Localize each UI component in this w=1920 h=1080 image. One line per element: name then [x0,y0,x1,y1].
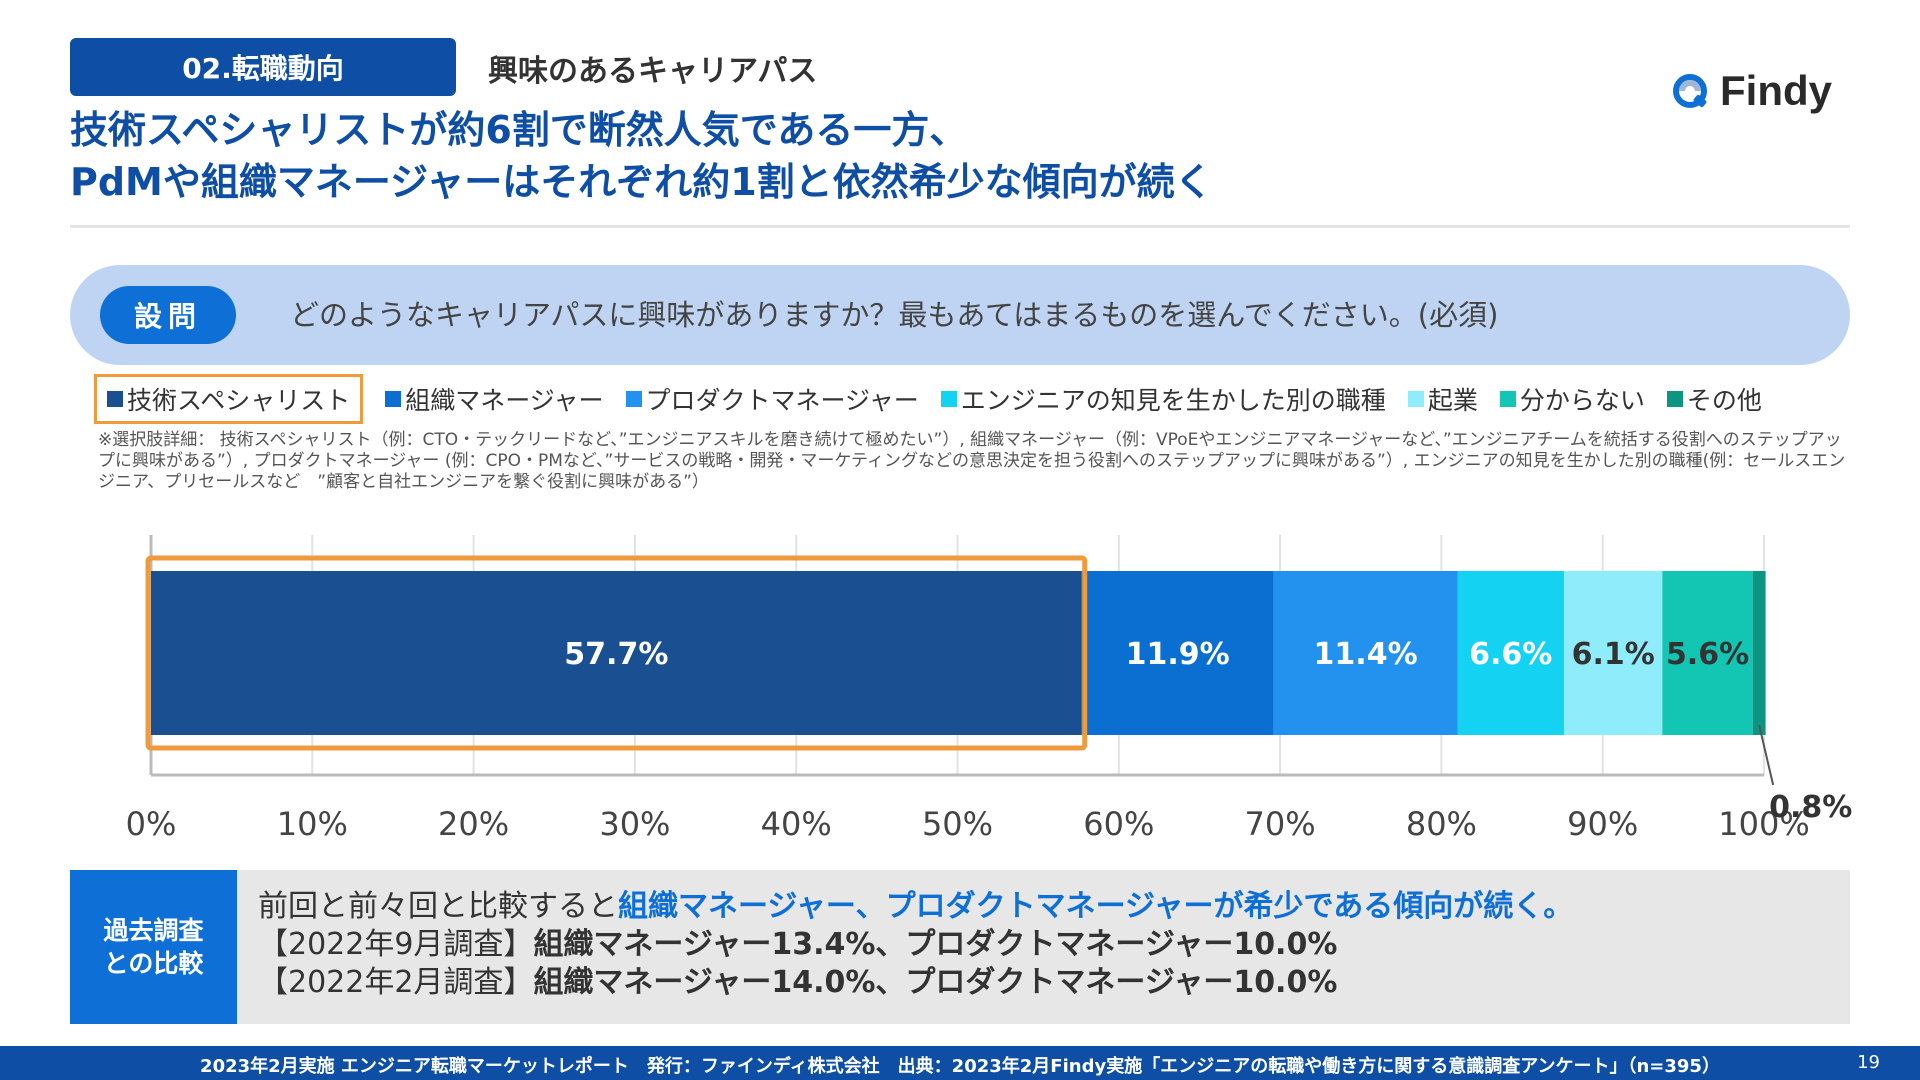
data-label: 11.9% [1126,637,1230,672]
legend-label: 組織マネージャー [405,386,604,415]
summary-line-2: 【2022年9月調査】組織マネージャー13.4%、プロダクトマネージャー10.0… [258,926,1573,964]
x-tick-label: 0% [126,805,177,843]
x-tick-label: 50% [922,805,993,843]
bar-segment [1752,571,1766,735]
legend-label: 分からない [1519,386,1645,415]
data-label: 5.6% [1666,637,1749,672]
legend-swatch [385,391,402,407]
summary-panel [70,870,1850,1024]
bar-segment [1457,571,1564,735]
legend-item: 起業 [1407,381,1478,417]
legend-swatch [625,391,642,407]
bar-segment [1273,571,1458,735]
summary-label-line-2: との比較 [103,949,204,978]
summary-line-2-body: 組織マネージャー13.4%、プロダクトマネージャー10.0% [533,927,1338,962]
divider [70,225,1850,228]
chart-legend: 技術スペシャリスト 組織マネージャー プロダクトマネージャー エンジニアの知見を生かし… [94,374,1784,424]
summary-line-1-highlight: 組織マネージャー、プロダクトマネージャーが希少である傾向が続く。 [618,889,1574,924]
legend-item: その他 [1666,381,1762,417]
leader-line [1758,724,1775,786]
bar-segment [1081,571,1274,735]
x-tick-label: 60% [1083,805,1154,843]
legend-swatch [940,391,957,407]
section-subtitle: 興味のあるキャリアパス [488,54,818,89]
choice-details-note: ※選択肢詳細： 技術スペシャリスト（例：CTO・テックリードなど、”エンジニアス… [98,430,1846,492]
x-tick-label: 100% [1718,805,1809,843]
headline: 技術スペシャリストが約6割で断然人気である一方、 PdMや組織マネージャーはそれ… [70,104,1213,208]
summary-line-1-plain: 前回と前々回と比較すると [258,889,618,924]
summary-line-2-prefix: 【2022年9月調査】 [258,927,534,962]
legend-item: プロダクトマネージャー [625,381,919,417]
x-tick-label: 30% [599,805,670,843]
bar-segment [1563,571,1663,735]
x-tick-label: 40% [761,805,832,843]
legend-label: 技術スペシャリスト [127,386,351,415]
legend-item: エンジニアの知見を生かした別の職種 [940,381,1386,417]
data-label: 57.7% [564,637,668,672]
summary-line-3: 【2022年2月調査】組織マネージャー14.0%、プロダクトマネージャー10.0… [258,964,1573,1002]
legend-label: プロダクトマネージャー [645,386,919,415]
legend-swatch [1666,391,1683,407]
highlight-box [145,555,1088,751]
footer-text: 2023年2月実施 エンジニア転職マーケットレポート 発行：ファインディ株式会社… [200,1056,1720,1077]
data-label: 11.4% [1314,637,1418,672]
summary-line-3-prefix: 【2022年2月調査】 [258,965,534,1000]
question-badge: 設問 [100,286,236,344]
x-tick-label: 80% [1406,805,1477,843]
legend-item: 組織マネージャー [385,381,604,417]
x-tick-label: 90% [1567,805,1638,843]
question-text: どのようなキャリアパスに興味がありますか？最もあてはまるものを選んでください。(… [290,298,1499,332]
legend-swatch [107,391,123,407]
footer: 2023年2月実施 エンジニア転職マーケットレポート 発行：ファインディ株式会社… [0,1046,1920,1080]
page-number: 19 [1857,1052,1880,1073]
data-label: 6.6% [1469,637,1552,672]
headline-line-1: 技術スペシャリストが約6割で断然人気である一方、 [70,108,968,152]
logo-text: Findy [1720,67,1832,114]
findy-logo: Findy [1670,66,1832,116]
section-tag: 02.転職動向 [70,38,456,96]
bar-segment [151,571,1082,735]
stacked-bar-chart: 0% 10% 20% 30% 40% 50% 60% 70% 80% 90% 100% 57.7% 11… [126,535,1852,843]
bar-segment [1662,571,1753,735]
headline-line-2: PdMや組織マネージャーはそれぞれ約1割と依然希少な傾向が続く [70,160,1213,204]
legend-label: 起業 [1427,386,1478,415]
legend-label: エンジニアの知見を生かした別の職種 [960,386,1386,415]
summary-text: 前回と前々回と比較すると組織マネージャー、プロダクトマネージャーが希少である傾向… [258,888,1573,1002]
summary-label-line-1: 過去調査 [103,916,204,945]
data-label: 0.8% [1769,790,1852,825]
legend-swatch [1407,391,1424,407]
summary-line-1: 前回と前々回と比較すると組織マネージャー、プロダクトマネージャーが希少である傾向… [258,888,1573,926]
summary-label: 過去調査 との比較 [70,870,237,1024]
x-tick-label: 20% [438,805,509,843]
summary-line-3-body: 組織マネージャー14.0%、プロダクトマネージャー10.0% [533,965,1338,1000]
x-tick-label: 70% [1245,805,1316,843]
legend-label: その他 [1686,386,1762,415]
data-label: 6.1% [1572,637,1655,672]
question-banner [70,265,1850,365]
findy-logo-icon [1673,74,1707,108]
legend-swatch [1499,391,1516,407]
x-tick-label: 10% [277,805,348,843]
legend-item: 技術スペシャリスト [94,374,364,424]
legend-item: 分からない [1499,381,1645,417]
